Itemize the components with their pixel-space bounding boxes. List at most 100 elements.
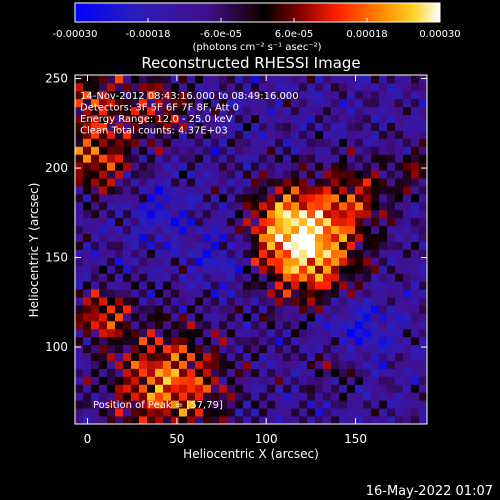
heatmap-cell (107, 146, 116, 155)
colorbar-tick-label: -0.00018 (126, 29, 171, 40)
heatmap-cell (227, 241, 236, 250)
heatmap-cell (211, 273, 220, 282)
heatmap-cell (179, 312, 188, 322)
heatmap-cell (403, 281, 412, 290)
heatmap-cell (115, 376, 124, 385)
heatmap-cell (171, 289, 180, 298)
heatmap-cell (235, 75, 244, 84)
heatmap-cell (267, 170, 276, 179)
heatmap-cell (355, 217, 364, 227)
heatmap-cell (163, 257, 172, 266)
heatmap-cell (179, 376, 188, 385)
heatmap-cell (155, 82, 164, 92)
heatmap-cell (147, 233, 156, 242)
heatmap-cell (275, 320, 284, 330)
heatmap-cell (83, 138, 92, 147)
heatmap-cell (315, 249, 324, 258)
heatmap-cell (411, 154, 420, 163)
heatmap-cell (187, 130, 196, 139)
heatmap-cell (243, 178, 252, 187)
heatmap-cell (115, 328, 124, 338)
heatmap-cell (323, 154, 332, 163)
heatmap-cell (219, 209, 228, 219)
heatmap-cell (363, 98, 372, 108)
heatmap-cell (403, 400, 412, 409)
heatmap-cell (187, 368, 196, 377)
heatmap-cell (339, 146, 348, 155)
heatmap-cell (403, 416, 412, 424)
heatmap-cell (307, 186, 316, 195)
heatmap-cell (259, 146, 268, 155)
heatmap-cell (259, 225, 268, 235)
heatmap-cell (283, 384, 292, 393)
heatmap-cell (179, 154, 188, 163)
heatmap-cell (155, 344, 164, 354)
heatmap-cell (131, 320, 140, 330)
heatmap-cell (235, 98, 244, 108)
heatmap-cell (75, 170, 84, 179)
heatmap-cell (219, 336, 228, 346)
heatmap-cell (267, 400, 276, 409)
heatmap-cell (251, 130, 260, 139)
heatmap-cell (171, 106, 180, 116)
heatmap-cell (131, 233, 140, 242)
heatmap-cell (395, 281, 404, 290)
heatmap-cell (235, 170, 244, 179)
heatmap-cell (195, 249, 204, 258)
heatmap-cell (395, 217, 404, 227)
heatmap-cell (123, 106, 132, 116)
heatmap-cell (131, 209, 140, 219)
heatmap-cell (219, 82, 228, 92)
heatmap-cell (227, 75, 236, 84)
heatmap-cell (331, 297, 340, 306)
heatmap-cell (371, 162, 380, 171)
heatmap-cell (275, 98, 284, 108)
heatmap-cell (259, 162, 268, 171)
heatmap-cell (171, 82, 180, 92)
heatmap-cell (251, 368, 260, 377)
heatmap-cell (219, 312, 228, 322)
heatmap-cell (99, 106, 108, 116)
heatmap-cell (123, 336, 132, 346)
heatmap-cell (243, 82, 252, 92)
heatmap-cell (299, 392, 308, 401)
heatmap-cell (123, 201, 132, 211)
heatmap-cell (299, 201, 308, 211)
heatmap-cell (75, 416, 84, 424)
heatmap-cell (387, 90, 396, 100)
heatmap-cell (227, 352, 236, 361)
heatmap-cell (363, 265, 372, 274)
heatmap-cell (179, 281, 188, 290)
heatmap-cell (307, 289, 316, 298)
heatmap-cell (259, 328, 268, 338)
heatmap-cell (227, 249, 236, 258)
heatmap-cell (91, 201, 100, 211)
heatmap-cell (323, 297, 332, 306)
heatmap-cell (227, 408, 236, 417)
heatmap-cell (275, 90, 284, 100)
heatmap-cell (139, 328, 148, 338)
heatmap-cell (107, 408, 116, 417)
heatmap-cell (171, 209, 180, 219)
heatmap-cell (171, 400, 180, 409)
heatmap-cell (283, 201, 292, 211)
heatmap-cell (75, 328, 84, 338)
heatmap-cell (139, 384, 148, 393)
heatmap-cell (75, 233, 84, 242)
heatmap-cell (259, 305, 268, 314)
heatmap-cell (395, 193, 404, 203)
heatmap-cell (75, 193, 84, 203)
heatmap-cell (291, 138, 300, 147)
heatmap-cell (315, 106, 324, 116)
heatmap-cell (219, 217, 228, 227)
heatmap-cell (83, 249, 92, 258)
heatmap-cell (211, 249, 220, 258)
heatmap-cell (323, 400, 332, 409)
heatmap-cell (419, 233, 427, 242)
heatmap-cell (115, 249, 124, 258)
heatmap-cell (299, 273, 308, 282)
heatmap-cell (387, 241, 396, 250)
heatmap-cell (363, 138, 372, 147)
heatmap-cell (379, 122, 388, 131)
heatmap-cell (179, 344, 188, 354)
